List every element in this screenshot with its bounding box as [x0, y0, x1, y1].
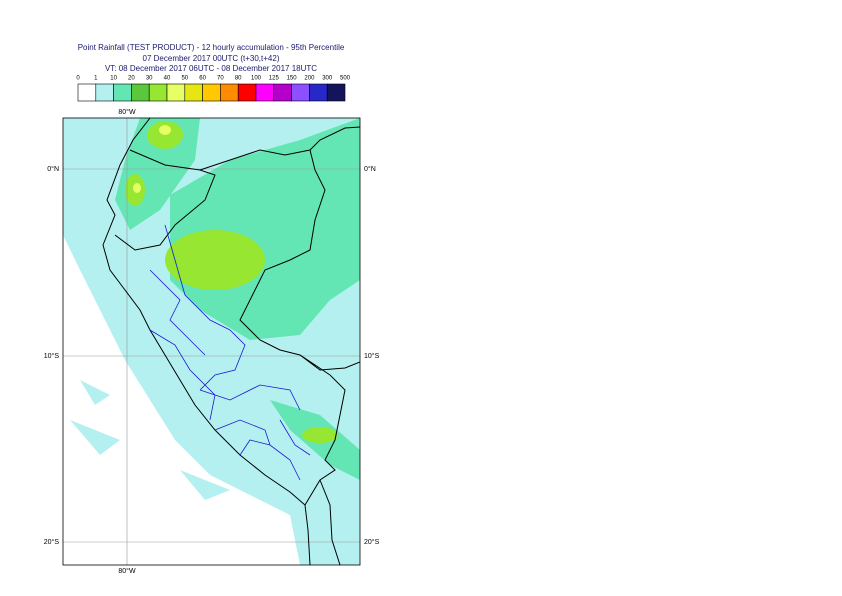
coastline	[102, 118, 311, 565]
colorbar-label: 150	[287, 76, 298, 82]
colorbar-box	[202, 83, 221, 102]
colorbar-box	[77, 83, 97, 102]
title-line: VT: 08 December 2017 06UTC - 08 December…	[105, 64, 317, 73]
colorbar-label: 200	[304, 76, 315, 82]
country-border	[114, 126, 360, 565]
colorbar-label: 100	[251, 76, 262, 82]
lon-label: 80°W	[118, 567, 136, 575]
colorbar-label: 10	[110, 76, 117, 82]
lat-label: 20°S	[364, 538, 380, 546]
department-border	[149, 224, 311, 481]
colorbar-box	[309, 83, 328, 102]
dry-area	[63, 235, 300, 565]
colorbar-label: 20	[128, 76, 135, 82]
colorbar-label: 125	[269, 76, 280, 82]
colorbar-box	[95, 83, 114, 102]
colorbar-label: 500	[340, 76, 351, 82]
colorbar-label: 80	[235, 76, 242, 82]
colorbar-label: 40	[164, 76, 171, 82]
colorbar-box	[326, 83, 346, 102]
lat-label: 0°N	[364, 165, 376, 173]
colorbar-label: 30	[146, 76, 153, 82]
colorbar-label: 60	[199, 76, 206, 82]
rain-area	[165, 230, 265, 290]
colorbar-box	[113, 83, 132, 102]
colorbar-box	[148, 83, 168, 102]
title-line: Point Rainfall (TEST PRODUCT) - 12 hourl…	[78, 43, 345, 52]
title-line: 07 December 2017 00UTC (t+30,t+42)	[143, 54, 280, 63]
map: 80°W 80°W 0°N 10°S 20°S 0°N 10°S 20°S	[44, 108, 380, 575]
colorbar-label: 300	[322, 76, 333, 82]
colorbar-box	[255, 83, 275, 102]
colorbar-box	[166, 83, 186, 102]
colorbar-label: 1	[94, 76, 98, 82]
colorbar-box	[291, 83, 310, 102]
lon-label: 80°W	[118, 108, 136, 116]
rain-area	[159, 125, 171, 135]
rain-area	[133, 183, 141, 193]
lat-label: 10°S	[44, 352, 60, 360]
rain-area	[302, 427, 338, 443]
colorbar-label: 0	[76, 76, 80, 82]
colorbar-box	[273, 83, 292, 102]
colorbar-box	[184, 83, 203, 102]
colorbar: 0 1 10 20 30 40 50 60 70 80 100 125 150 200 300 500	[76, 76, 351, 102]
lat-label: 10°S	[364, 352, 380, 360]
colorbar-box	[131, 83, 150, 102]
colorbar-label: 70	[217, 76, 224, 82]
rain-area	[70, 380, 230, 500]
colorbar-box	[237, 83, 257, 102]
lat-label: 0°N	[47, 165, 59, 173]
colorbar-label: 50	[181, 76, 188, 82]
map-frame	[62, 117, 361, 566]
colorbar-box	[220, 83, 239, 102]
lat-label: 20°S	[44, 538, 60, 546]
